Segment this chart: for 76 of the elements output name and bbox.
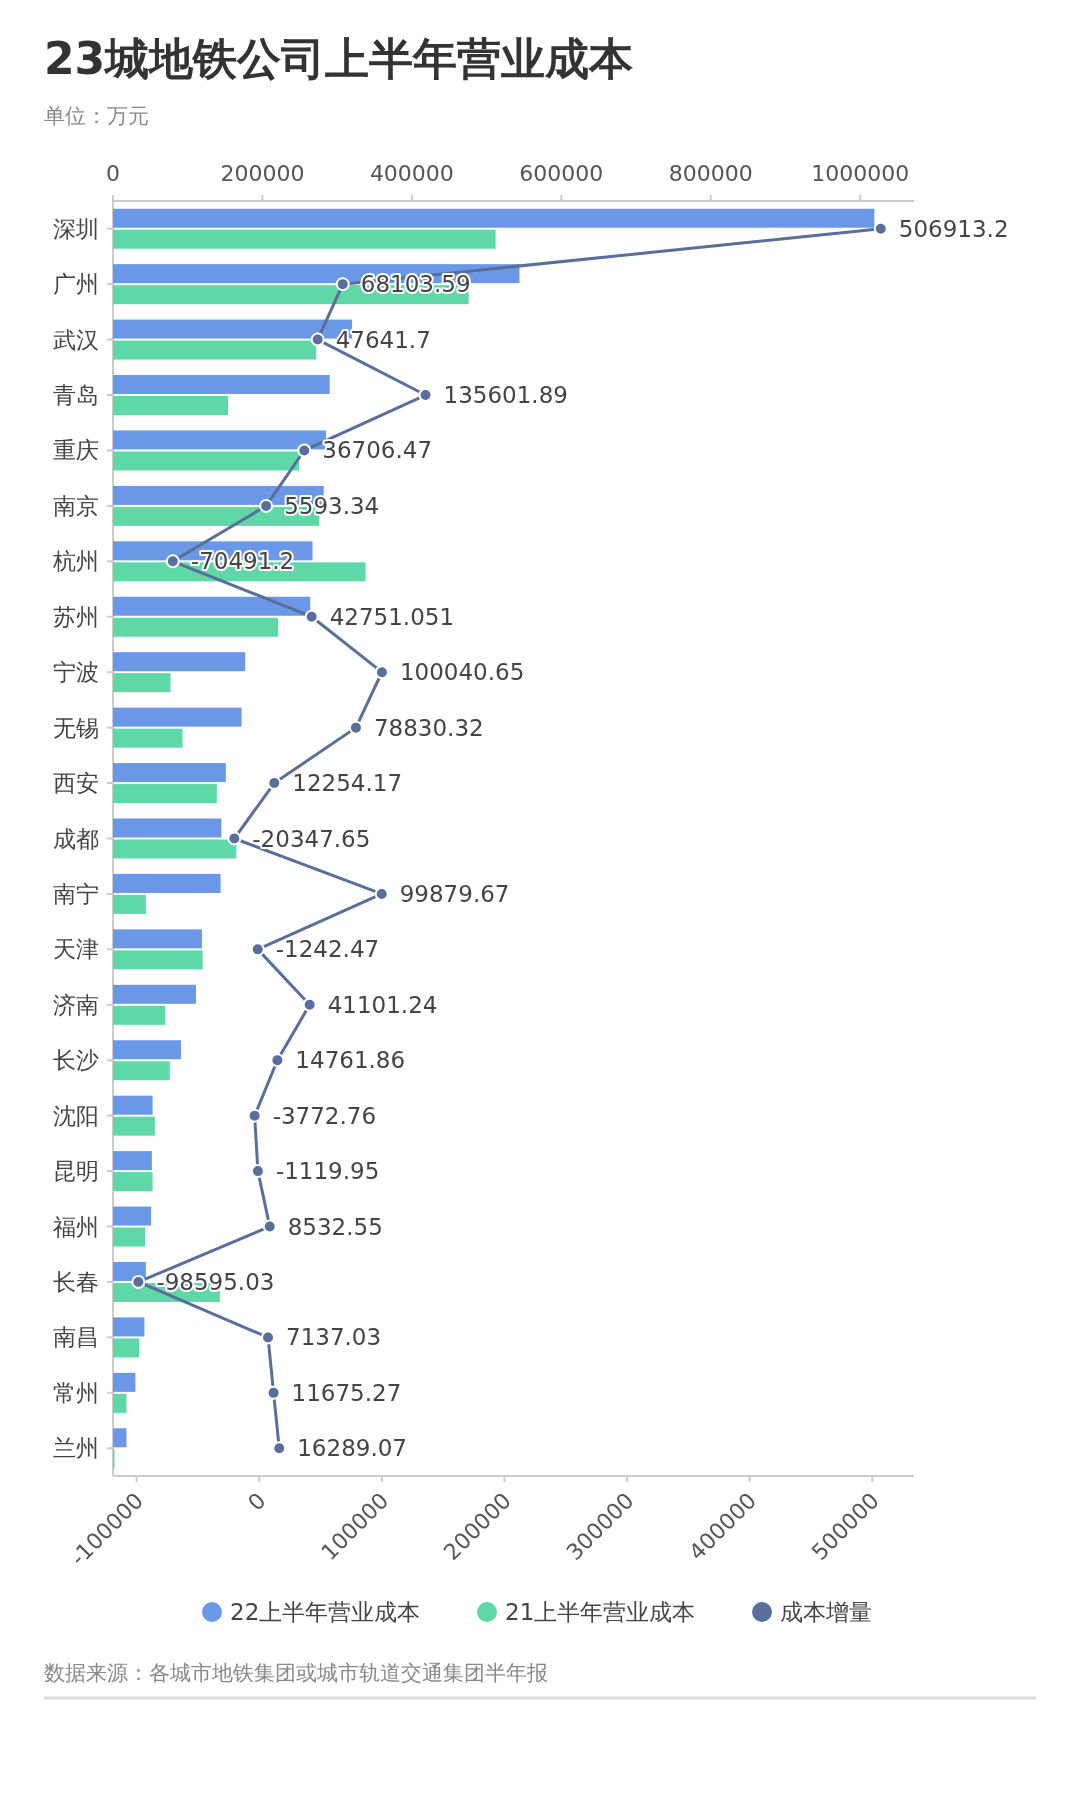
- x2-tick-label: 0: [106, 161, 120, 186]
- data-label: 135601.89: [443, 382, 568, 409]
- point: [310, 332, 325, 347]
- legend-label: 21上半年营业成本: [505, 1599, 696, 1625]
- data-label: 14761.86: [295, 1047, 406, 1074]
- data-label: -1242.47: [275, 936, 380, 963]
- x2-tick-label: 400000: [369, 161, 454, 186]
- y-tick-label: 成都: [53, 825, 99, 852]
- legend-label: 22上半年营业成本: [230, 1599, 421, 1625]
- point: [374, 665, 389, 680]
- point: [165, 554, 180, 569]
- point: [297, 443, 312, 458]
- point: [247, 1108, 262, 1123]
- y-tick-label: 杭州: [52, 548, 99, 575]
- data-label: 7137.03: [286, 1324, 382, 1351]
- data-label: 12254.17: [292, 770, 403, 797]
- data-label: 8532.55: [287, 1213, 383, 1240]
- point: [304, 609, 319, 624]
- y-tick-label: 无锡: [53, 714, 99, 741]
- point: [335, 277, 350, 292]
- y-tick-label: 南昌: [53, 1324, 99, 1351]
- data-label: -98595.03: [156, 1268, 275, 1295]
- source-note: 数据来源：各城市地铁集团或城市轨道交通集团半年报: [44, 1661, 548, 1685]
- y-tick-label: 长春: [53, 1268, 99, 1295]
- data-label: 36706.47: [322, 437, 433, 464]
- point: [227, 831, 242, 846]
- x2-tick-label: 600000: [519, 161, 604, 186]
- y-tick-label: 昆明: [53, 1158, 99, 1185]
- x-tick-label: 0: [243, 1487, 271, 1516]
- y-tick-label: 宁波: [53, 659, 99, 686]
- y-tick-label: 常州: [53, 1379, 99, 1406]
- point: [250, 942, 265, 957]
- data-label: 42751.051: [329, 603, 455, 630]
- data-label: -3772.76: [272, 1102, 377, 1129]
- data-label: 11675.27: [291, 1379, 402, 1406]
- y-tick-label: 苏州: [53, 603, 99, 630]
- y-tick-label: 南宁: [53, 880, 99, 907]
- x2-tick-label: 1000000: [811, 161, 910, 186]
- point: [131, 1274, 146, 1289]
- data-label: -20347.65: [252, 825, 371, 852]
- legend-label: 成本增量: [780, 1599, 872, 1625]
- point: [266, 1385, 281, 1400]
- y-tick-label: 福州: [53, 1213, 99, 1240]
- y-tick-label: 青岛: [53, 382, 99, 409]
- data-label: 5593.34: [284, 492, 380, 519]
- point: [302, 997, 317, 1012]
- y-tick-label: 西安: [53, 770, 99, 797]
- point: [259, 498, 274, 513]
- y-tick-label: 沈阳: [53, 1102, 99, 1129]
- y-tick-label: 广州: [53, 271, 99, 298]
- data-label: 16289.07: [297, 1435, 407, 1462]
- data-label: -1119.95: [275, 1158, 380, 1185]
- point: [272, 1441, 287, 1456]
- y-tick-label: 南京: [53, 492, 99, 519]
- data-label: 99879.67: [399, 880, 510, 907]
- point: [873, 221, 888, 236]
- data-label: 41101.24: [327, 991, 438, 1018]
- data-label: 506913.2: [898, 215, 1009, 242]
- x2-tick-label: 800000: [668, 161, 753, 186]
- y-tick-label: 重庆: [53, 437, 99, 464]
- chart-subtitle: 单位：万元: [44, 104, 149, 128]
- y-tick-label: 长沙: [53, 1047, 99, 1074]
- y-tick-label: 天津: [53, 936, 99, 963]
- y-tick-label: 深圳: [53, 215, 99, 242]
- y-tick-label: 武汉: [53, 326, 99, 353]
- y-tick-label: 兰州: [53, 1435, 99, 1462]
- chart-title: 23城地铁公司上半年营业成本: [44, 33, 634, 84]
- x2-tick-label: 200000: [220, 161, 305, 186]
- data-label: 100040.65: [399, 659, 525, 686]
- data-label: 47641.7: [335, 326, 431, 353]
- point: [262, 1219, 277, 1234]
- point: [270, 1053, 285, 1068]
- point: [348, 720, 363, 735]
- data-label: 78830.32: [373, 714, 484, 741]
- point: [267, 776, 282, 791]
- y-tick-label: 济南: [53, 991, 99, 1018]
